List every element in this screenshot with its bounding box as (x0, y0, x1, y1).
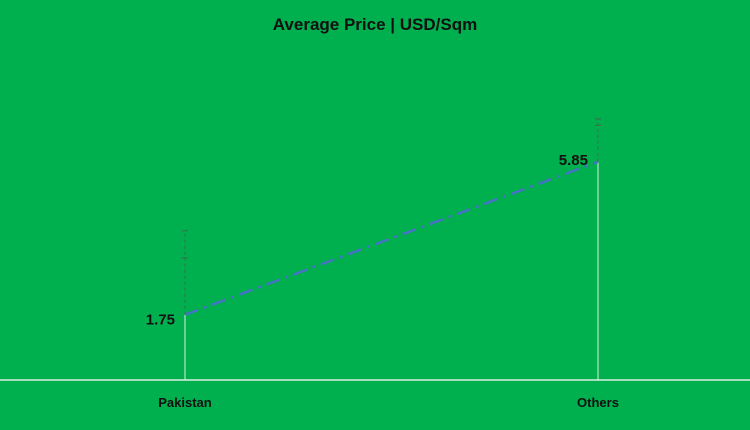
data-label: 5.85 (559, 152, 588, 169)
category-label: Pakistan (158, 395, 212, 410)
error-bars (182, 118, 601, 315)
data-label: 1.75 (146, 312, 175, 329)
x-axis (0, 161, 750, 381)
data-labels: 1.75 5.85 (146, 152, 588, 329)
chart-title: Average Price | USD/Sqm (273, 15, 477, 34)
series-lines (184, 160, 599, 316)
series-line (184, 160, 599, 316)
category-label: Others (577, 395, 619, 410)
category-labels: Pakistan Others (158, 395, 619, 410)
